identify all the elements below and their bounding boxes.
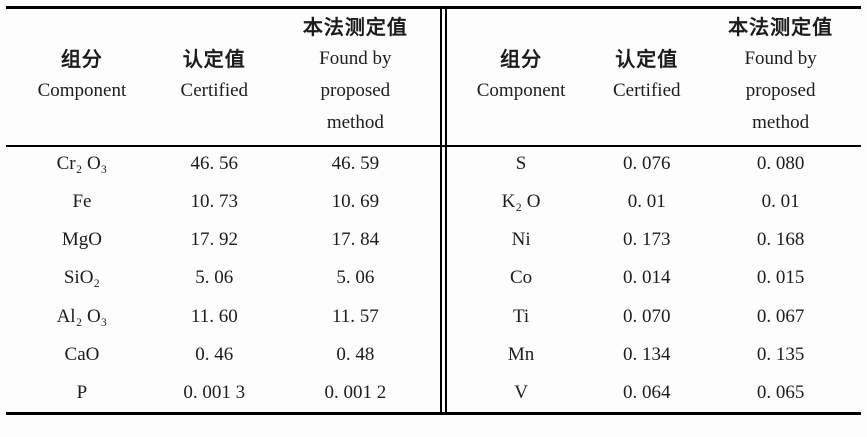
table-row: Co 0. 014 0. 015: [449, 259, 861, 297]
table-header-rule: [6, 145, 861, 147]
header-certified-zh: 认定值: [182, 47, 246, 71]
certified-cell: 0. 46: [195, 343, 234, 365]
left-table-body: Cr₂ O₃ 46. 56 46. 59 Fe 10. 73 10. 69 Mg…: [6, 145, 440, 412]
found-cell: 46. 59: [331, 153, 380, 175]
certified-cell: 10. 73: [190, 191, 239, 213]
certified-cell: 46. 56: [190, 153, 239, 175]
found-cell: 0. 067: [756, 305, 805, 327]
component-cell: K₂ O: [501, 191, 541, 213]
header-certified-zh: 认定值: [615, 47, 679, 71]
found-cell: 0. 168: [756, 229, 805, 251]
table-row: Cr₂ O₃ 46. 56 46. 59: [6, 145, 440, 183]
component-cell: Ni: [511, 229, 531, 251]
header-cell-certified: 认定值 Certified: [593, 9, 700, 145]
header-certified-en: Certified: [180, 80, 249, 101]
header-found-en2: proposed: [745, 80, 816, 101]
table-row: MgO 17. 92 17. 84: [6, 221, 440, 259]
certified-cell: 0. 01: [627, 191, 666, 213]
certified-cell: 0. 070: [622, 305, 671, 327]
found-cell: 0. 080: [756, 153, 805, 175]
certified-cell: 0. 001 3: [183, 381, 246, 403]
component-cell: Ti: [512, 305, 530, 327]
component-cell: S: [515, 153, 527, 175]
header-certified-en: Certified: [612, 80, 681, 101]
found-cell: 0. 001 2: [324, 381, 387, 403]
header-found-en1: Found by: [744, 48, 817, 69]
header-component-en: Component: [37, 80, 127, 101]
component-cell: P: [76, 381, 88, 403]
component-cell: Al₂ O₃: [56, 305, 108, 327]
certified-cell: 0. 064: [622, 381, 671, 403]
right-table-header: 组分 Component 认定值 Certified 本法测定值 Found b…: [449, 9, 861, 145]
header-found-zh: 本法测定值: [302, 15, 408, 39]
certified-cell: 0. 134: [622, 343, 671, 365]
certified-cell: 0. 014: [622, 267, 671, 289]
certified-cell: 0. 076: [622, 153, 671, 175]
table-divider-double-rule-left: [440, 6, 442, 415]
table-row: S 0. 076 0. 080: [449, 145, 861, 183]
table-row: CaO 0. 46 0. 48: [6, 336, 440, 374]
component-cell: CaO: [64, 343, 100, 365]
table-row: V 0. 064 0. 065: [449, 374, 861, 412]
header-cell-component: 组分 Component: [449, 9, 593, 145]
header-found-en3: method: [326, 112, 384, 133]
certified-cell: 5. 06: [195, 267, 234, 289]
table-bottom-rule: [6, 412, 861, 415]
left-table-header: 组分 Component 认定值 Certified 本法测定值 Found b…: [6, 9, 440, 145]
found-cell: 11. 57: [331, 305, 379, 327]
table-row: P 0. 001 3 0. 001 2: [6, 374, 440, 412]
found-cell: 5. 06: [336, 267, 375, 289]
component-cell: Mn: [507, 343, 535, 365]
header-found-zh: 本法测定值: [728, 15, 834, 39]
certified-cell: 0. 173: [622, 229, 671, 251]
found-cell: 0. 01: [761, 191, 800, 213]
table-row: SiO₂ 5. 06 5. 06: [6, 259, 440, 297]
header-component-en: Component: [476, 80, 566, 101]
right-half-table: 组分 Component 认定值 Certified 本法测定值 Found b…: [449, 9, 861, 412]
header-cell-found: 本法测定值 Found by proposed method: [700, 9, 861, 145]
found-cell: 0. 48: [336, 343, 375, 365]
header-cell-component: 组分 Component: [6, 9, 158, 145]
certified-cell: 11. 60: [190, 305, 238, 327]
found-cell: 0. 135: [756, 343, 805, 365]
component-cell: SiO₂: [63, 267, 101, 289]
component-cell: Co: [510, 267, 533, 289]
header-component-zh: 组分: [500, 47, 543, 71]
table-row: Fe 10. 73 10. 69: [6, 183, 440, 221]
header-cell-found: 本法测定值 Found by proposed method: [271, 9, 440, 145]
header-component-zh: 组分: [60, 47, 103, 71]
header-found-en3: method: [752, 112, 810, 133]
found-cell: 17. 84: [331, 229, 380, 251]
table-row: Mn 0. 134 0. 135: [449, 336, 861, 374]
certified-cell: 17. 92: [190, 229, 239, 251]
table-top-rule: [6, 6, 861, 9]
header-found-en2: proposed: [320, 80, 391, 101]
component-cell: MgO: [61, 229, 102, 251]
table-row: K₂ O 0. 01 0. 01: [449, 183, 861, 221]
component-cell: V: [514, 381, 528, 403]
table-row: Ni 0. 173 0. 168: [449, 221, 861, 259]
header-found-en1: Found by: [319, 48, 392, 69]
right-table-body: S 0. 076 0. 080 K₂ O 0. 01 0. 01 Ni 0. 1…: [449, 145, 861, 412]
component-cell: Fe: [72, 191, 92, 213]
found-cell: 0. 015: [756, 267, 805, 289]
header-cell-certified: 认定值 Certified: [158, 9, 271, 145]
table-row: Ti 0. 070 0. 067: [449, 298, 861, 336]
table-row: Al₂ O₃ 11. 60 11. 57: [6, 298, 440, 336]
table-divider-double-rule-right: [445, 6, 447, 415]
component-cell: Cr₂ O₃: [56, 153, 108, 175]
left-half-table: 组分 Component 认定值 Certified 本法测定值 Found b…: [6, 9, 440, 412]
found-cell: 10. 69: [331, 191, 380, 213]
found-cell: 0. 065: [756, 381, 805, 403]
